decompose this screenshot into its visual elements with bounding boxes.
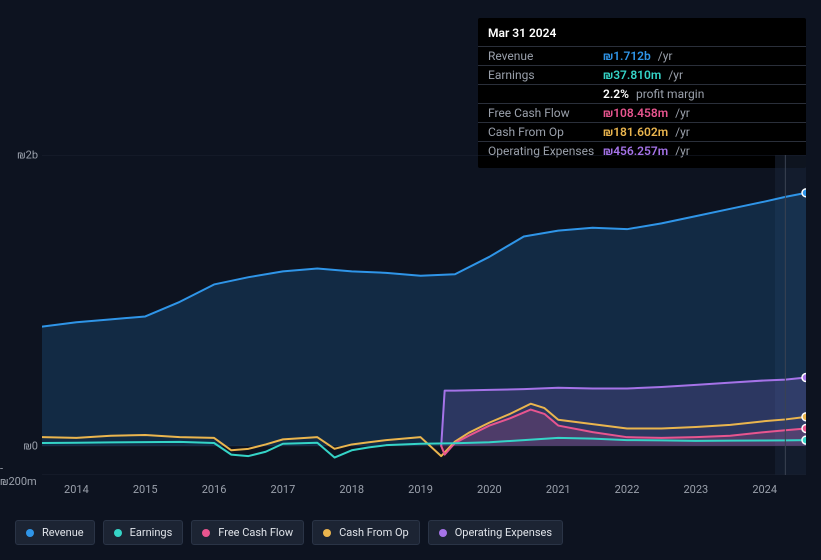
tooltip-row-value: 2.2% profit margin <box>603 87 704 101</box>
tooltip-row-value: ₪1.712b /yr <box>603 49 672 63</box>
tooltip-row-value: ₪108.458m /yr <box>603 106 690 120</box>
tooltip-row: Earnings₪37.810m /yr <box>478 65 806 84</box>
legend-item[interactable]: Cash From Op <box>312 520 420 545</box>
x-axis-tick: 2020 <box>477 483 502 496</box>
legend-item[interactable]: Earnings <box>103 520 184 545</box>
legend-dot-icon <box>26 529 34 537</box>
legend-item[interactable]: Operating Expenses <box>428 520 563 545</box>
legend-label: Cash From Op <box>339 526 409 539</box>
tooltip-row-label: Revenue <box>488 49 603 63</box>
tooltip-row: Free Cash Flow₪108.458m /yr <box>478 103 806 122</box>
x-axis-tick: 2023 <box>683 483 708 496</box>
legend-label: Operating Expenses <box>455 526 552 539</box>
tooltip-row-value: ₪37.810m /yr <box>603 68 683 82</box>
legend-dot-icon <box>439 529 447 537</box>
tooltip-row-label: Cash From Op <box>488 125 603 139</box>
x-axis-tick: 2014 <box>64 483 89 496</box>
y-axis-tick: ₪0 <box>23 439 38 452</box>
y-axis-tick: ₪2b <box>17 149 38 162</box>
chart-tooltip: Mar 31 2024 Revenue₪1.712b /yrEarnings₪3… <box>478 18 806 168</box>
legend-dot-icon <box>114 529 122 537</box>
tooltip-row-label: Free Cash Flow <box>488 106 603 120</box>
tooltip-row: Cash From Op₪181.602m /yr <box>478 122 806 141</box>
tooltip-row-label: Earnings <box>488 68 603 82</box>
legend-label: Free Cash Flow <box>218 526 293 539</box>
x-axis-tick: 2018 <box>339 483 364 496</box>
tooltip-date: Mar 31 2024 <box>478 26 806 46</box>
legend-dot-icon <box>323 529 331 537</box>
x-axis-tick: 2022 <box>615 483 640 496</box>
legend-label: Earnings <box>130 526 173 539</box>
legend-item[interactable]: Free Cash Flow <box>191 520 304 545</box>
x-axis-tick: 2016 <box>202 483 227 496</box>
chart-legend: Revenue Earnings Free Cash Flow Cash From O… <box>15 520 563 545</box>
chart-plot-area <box>42 155 806 475</box>
x-axis-tick: 2017 <box>271 483 296 496</box>
legend-item[interactable]: Revenue <box>15 520 95 545</box>
x-axis-tick: 2015 <box>133 483 158 496</box>
tooltip-row-value: ₪181.602m /yr <box>603 125 690 139</box>
legend-label: Revenue <box>42 526 84 539</box>
y-axis: ₪2b₪0-₪200m <box>0 155 42 475</box>
x-axis: 2014 2015 2016 2017 2018 2019 2020 2021 2022 2023… <box>42 483 806 499</box>
x-axis-tick: 2019 <box>408 483 433 496</box>
tooltip-row: Revenue₪1.712b /yr <box>478 46 806 65</box>
legend-dot-icon <box>202 529 210 537</box>
y-axis-tick: -₪200m <box>0 462 38 488</box>
x-axis-tick: 2021 <box>546 483 571 496</box>
x-axis-tick: 2024 <box>752 483 777 496</box>
tooltip-row: 2.2% profit margin <box>478 84 806 103</box>
